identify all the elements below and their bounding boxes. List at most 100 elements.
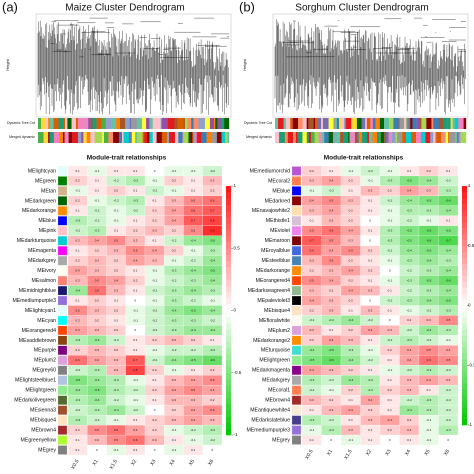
module-color-strip: [206, 132, 212, 143]
module-swatch: [291, 335, 302, 345]
cell-value: 0.2: [310, 308, 315, 312]
cell-value: -0.4: [426, 179, 432, 183]
module-color-strip: [454, 132, 458, 143]
cell-value: 0.1: [407, 169, 412, 173]
cell-value: 0.7: [133, 358, 138, 362]
cell-value: -0.2: [75, 408, 81, 412]
module-color-strip: [351, 118, 358, 129]
module-color-strip: [284, 132, 288, 143]
module-color-strip: [96, 118, 102, 129]
cell-value: -0.5: [309, 358, 315, 362]
colorbar-step: [462, 383, 467, 390]
module-color-strip: [131, 132, 136, 143]
cell-value: 0.2: [76, 199, 81, 203]
module-color-strip: [48, 132, 50, 143]
row-label: MEmagenta: [28, 248, 56, 254]
cell-value: 0.2: [349, 258, 354, 262]
colorbar-step: [462, 186, 467, 193]
cell-value: 0.1: [368, 368, 373, 372]
module-color-strip: [431, 118, 434, 129]
row-label: MEviolet: [270, 228, 290, 234]
cell-value: 0.2: [427, 169, 432, 173]
cell-value: -0.5: [329, 348, 335, 352]
cell-value: -0.1: [368, 348, 374, 352]
cell-value: -0.2: [133, 388, 139, 392]
colorbar-step: [462, 389, 467, 396]
row-label: MEmediumpurple3: [246, 427, 290, 433]
module-color-strip: [183, 132, 189, 143]
column-label: X3: [149, 458, 157, 466]
cell-value: 0.2: [329, 288, 334, 292]
cell-value: 0.2: [153, 368, 158, 372]
module-color-strip: [410, 118, 413, 129]
cell-value: -0.3: [75, 398, 81, 402]
cell-value: 0.3: [95, 328, 100, 332]
cell-value: -0.2: [407, 368, 413, 372]
cell-value: 0.2: [76, 179, 81, 183]
module-color-strip: [366, 118, 371, 129]
cell-value: 0.3: [329, 308, 334, 312]
cell-value: 0.2: [172, 179, 177, 183]
module-color-strip: [224, 118, 227, 129]
row-label: MEfloralwhite: [259, 318, 290, 324]
cell-value: -0.1: [348, 169, 354, 173]
row-label: MEmaroon: [265, 238, 290, 244]
module-swatch: [291, 395, 302, 405]
cell-value: 0.4: [407, 189, 412, 193]
module-color-strip: [297, 132, 303, 143]
colorbar-step: [462, 209, 467, 217]
module-swatch: [291, 276, 302, 286]
cell-value: -0.1: [171, 169, 177, 173]
module-color-strip: [88, 118, 91, 129]
cell-value: -0.2: [191, 348, 197, 352]
cell-value: -0.1: [191, 249, 197, 253]
colorbar-tick-label: 0: [234, 308, 237, 313]
module-color-strip: [335, 132, 341, 143]
cell-value: -0.4: [446, 288, 452, 292]
cell-value: -0.1: [94, 199, 100, 203]
cell-value: 0.1: [76, 169, 81, 173]
module-color-strip: [411, 132, 417, 143]
cell-value: -0.1: [210, 298, 216, 302]
module-color-strip: [195, 132, 197, 143]
cell-value: 0.3: [172, 338, 177, 342]
cell-value: -0.3: [171, 268, 177, 272]
colorbar-step: [462, 263, 467, 270]
cell-value: 0.1: [329, 328, 334, 332]
cell-value: -0.1: [171, 428, 177, 432]
row-label: MEbrown4: [31, 427, 56, 433]
colorbar-step: [226, 254, 231, 261]
cell-value: 0.1: [368, 438, 373, 442]
cell-value: 0.3: [368, 288, 373, 292]
module-color-strip: [216, 132, 222, 143]
module-color-strip: [343, 132, 349, 143]
cell-value: 0: [96, 448, 98, 452]
module-color-strip: [63, 132, 65, 143]
module-swatch: [57, 285, 68, 296]
module-color-strip: [452, 118, 455, 129]
module-color-strip: [425, 132, 431, 143]
module-color-strip: [444, 132, 446, 143]
colorbar-step: [226, 229, 231, 237]
module-swatch: [57, 266, 68, 276]
cell-value: -0.1: [114, 448, 120, 452]
cell-value: -0.4: [94, 338, 100, 342]
module-swatch: [291, 375, 302, 385]
cell-value: -0.2: [114, 199, 120, 203]
cell-value: 0.2: [153, 209, 158, 213]
cell-value: -0.3: [446, 258, 452, 262]
cell-value: 0.3: [310, 258, 315, 262]
cell-value: 0.2: [407, 318, 412, 322]
column-label: X3: [384, 448, 392, 456]
cell-value: 0.5: [446, 358, 451, 362]
cell-value: -0.4: [210, 278, 216, 282]
colorbar-step: [462, 353, 467, 360]
module-color-strip: [397, 132, 403, 143]
colorbar-step: [226, 304, 231, 311]
module-swatch: [57, 335, 68, 345]
cell-value: 0.1: [133, 448, 138, 452]
cell-value: 0.2: [349, 278, 354, 282]
colorbar-step: [226, 403, 231, 411]
cell-value: 0.2: [95, 249, 100, 253]
cell-value: -0.3: [133, 199, 139, 203]
